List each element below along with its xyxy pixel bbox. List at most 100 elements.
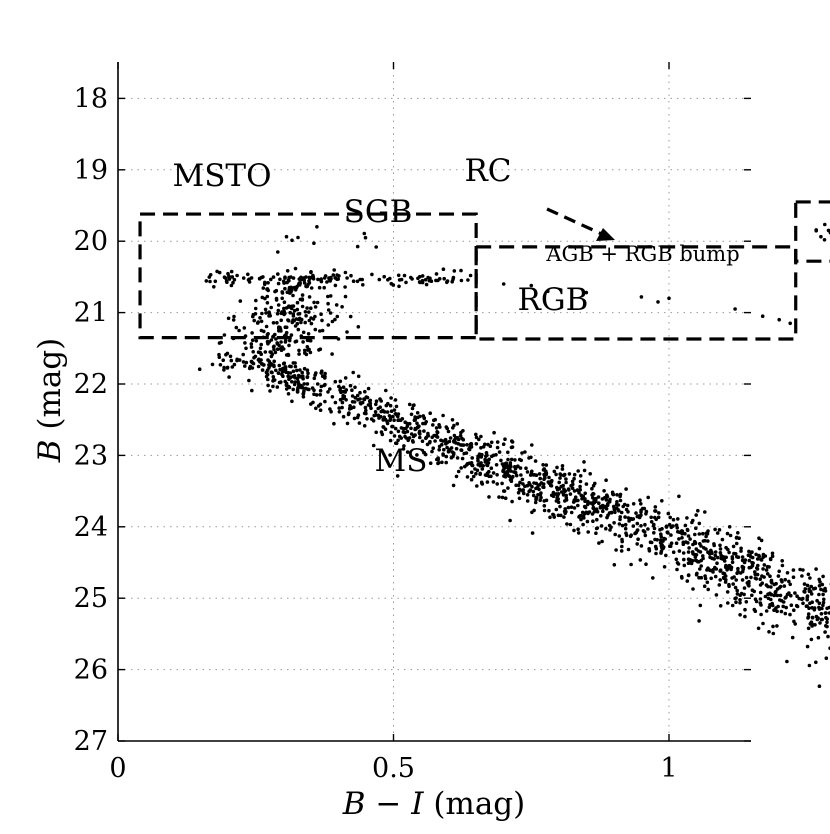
turnoff-point bbox=[307, 275, 312, 280]
ms-point bbox=[651, 576, 655, 580]
ms-point bbox=[552, 492, 557, 497]
ms-point bbox=[713, 553, 718, 558]
turnoff-point bbox=[231, 318, 236, 322]
ms-point bbox=[572, 472, 577, 477]
turnoff-point bbox=[215, 269, 219, 274]
ms-point bbox=[525, 493, 530, 497]
ms-point bbox=[565, 522, 569, 526]
ms-point bbox=[564, 498, 569, 502]
turnoff-point bbox=[276, 272, 280, 276]
ms-point bbox=[809, 592, 814, 596]
ms-point bbox=[301, 374, 305, 379]
ms-point bbox=[687, 546, 691, 550]
ms-point bbox=[604, 478, 608, 483]
turnoff-point bbox=[232, 277, 237, 282]
ms-point bbox=[600, 539, 604, 544]
ms-point bbox=[613, 532, 617, 537]
turnoff-point bbox=[296, 327, 301, 332]
turnoff-point bbox=[345, 276, 349, 280]
ms-point bbox=[613, 510, 617, 515]
ms-point bbox=[823, 630, 827, 634]
turnoff-point bbox=[284, 234, 289, 239]
turnoff-point bbox=[382, 274, 387, 279]
turnoff-point bbox=[307, 318, 312, 323]
ms-point bbox=[718, 569, 722, 573]
y-axis-label-unit: (mag) bbox=[32, 338, 68, 440]
ms-point bbox=[353, 385, 357, 390]
ms-point bbox=[765, 564, 770, 569]
ms-point bbox=[757, 536, 761, 540]
ms-point bbox=[767, 605, 772, 610]
ms-point bbox=[550, 478, 554, 483]
turnoff-point bbox=[330, 319, 335, 324]
ms-point bbox=[761, 552, 766, 557]
ms-point bbox=[337, 384, 341, 389]
turnoff-point bbox=[289, 275, 293, 279]
ms-point bbox=[356, 397, 360, 402]
ms-point bbox=[810, 600, 814, 604]
turnoff-point bbox=[420, 274, 425, 278]
ms-point bbox=[659, 538, 663, 542]
ms-point bbox=[717, 583, 722, 587]
ms-point bbox=[633, 531, 638, 535]
ms-point bbox=[693, 532, 697, 537]
turnoff-point bbox=[273, 350, 278, 355]
ms-point bbox=[724, 545, 728, 550]
ms-point bbox=[719, 556, 723, 561]
ms-point bbox=[542, 508, 547, 513]
turnoff-point bbox=[313, 305, 318, 309]
ms-point bbox=[528, 473, 533, 477]
ms-point bbox=[532, 508, 536, 513]
ms-point bbox=[805, 594, 810, 598]
ms-point bbox=[770, 603, 775, 608]
turnoff-point bbox=[343, 270, 348, 275]
ms-point bbox=[561, 492, 566, 497]
turnoff-point bbox=[331, 273, 336, 277]
turnoff-point bbox=[305, 306, 309, 310]
turnoff-point bbox=[307, 295, 312, 299]
ms-point bbox=[626, 510, 630, 514]
ms-point bbox=[530, 531, 535, 535]
ms-point bbox=[815, 598, 819, 603]
ms-point bbox=[604, 526, 608, 531]
ms-point bbox=[491, 471, 496, 475]
ms-point bbox=[491, 480, 496, 484]
turnoff-point bbox=[308, 350, 313, 355]
ms-point bbox=[704, 531, 709, 536]
ms-point bbox=[382, 415, 387, 420]
ms-point bbox=[392, 418, 396, 423]
ms-point bbox=[651, 523, 656, 528]
ms-point bbox=[573, 495, 578, 500]
ms-point bbox=[350, 394, 355, 398]
ms-point bbox=[474, 442, 479, 446]
turnoff-point bbox=[345, 330, 349, 334]
ms-point bbox=[601, 506, 605, 510]
ms-point bbox=[669, 533, 673, 537]
ms-point bbox=[623, 522, 628, 527]
ms-point bbox=[685, 579, 690, 583]
ms-point bbox=[314, 393, 319, 397]
turnoff-point bbox=[313, 314, 317, 319]
turnoff-point bbox=[302, 278, 307, 283]
ms-point bbox=[404, 436, 409, 440]
ms-point bbox=[451, 451, 456, 455]
ms-point bbox=[619, 549, 624, 553]
ms-point bbox=[453, 435, 458, 440]
ms-point bbox=[528, 488, 533, 492]
turnoff-point bbox=[250, 331, 254, 335]
ms-point bbox=[533, 500, 538, 505]
ms-point bbox=[668, 544, 672, 548]
ms-point bbox=[243, 364, 247, 368]
ms-point bbox=[639, 544, 644, 548]
ms-point bbox=[735, 592, 740, 596]
turnoff-point bbox=[386, 278, 390, 282]
ms-point bbox=[284, 370, 288, 375]
ms-point bbox=[644, 562, 648, 566]
ms-point bbox=[471, 474, 476, 479]
ms-point bbox=[374, 430, 379, 435]
ms-point bbox=[445, 440, 450, 445]
ms-point bbox=[634, 511, 638, 515]
ms-point bbox=[470, 456, 475, 460]
ms-point bbox=[756, 563, 760, 568]
ms-point bbox=[272, 359, 277, 364]
